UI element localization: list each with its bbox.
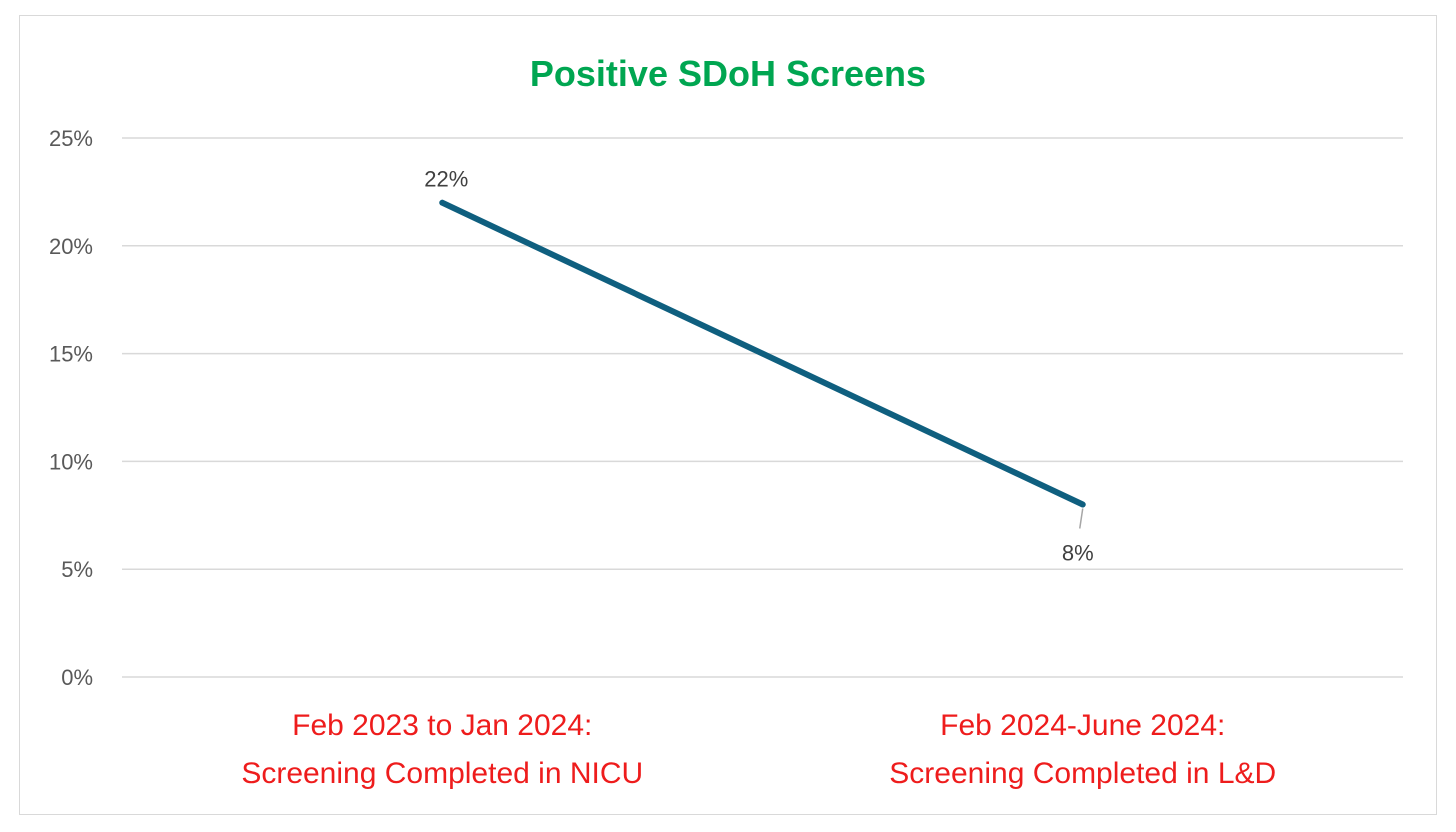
category-label: Feb 2023 to Jan 2024: xyxy=(292,709,592,742)
gridlines xyxy=(122,137,1403,678)
category-label: Screening Completed in NICU xyxy=(241,757,643,790)
category-label: Screening Completed in L&D xyxy=(889,757,1276,790)
y-tick-label: 5% xyxy=(61,557,93,582)
data-label: 22% xyxy=(424,167,468,192)
chart-title: Positive SDoH Screens xyxy=(530,53,926,94)
y-tick-label: 10% xyxy=(49,449,93,474)
data-label: 8% xyxy=(1062,541,1094,566)
series-line xyxy=(439,199,1086,508)
data-labels: 22% 8% xyxy=(424,167,1093,566)
data-label-leader xyxy=(1079,508,1084,529)
x-axis-category-labels: Feb 2023 to Jan 2024: Screening Completed… xyxy=(241,709,1276,790)
category-label: Feb 2024-June 2024: xyxy=(940,709,1225,742)
y-tick-label: 20% xyxy=(49,234,93,259)
y-axis-tick-labels: 0% 5% 10% 15% 20% 25% xyxy=(49,126,93,690)
y-tick-label: 0% xyxy=(61,665,93,690)
series-group xyxy=(439,199,1086,508)
y-tick-label: 15% xyxy=(49,342,93,367)
y-tick-label: 25% xyxy=(49,126,93,151)
chart-frame xyxy=(19,15,1437,815)
